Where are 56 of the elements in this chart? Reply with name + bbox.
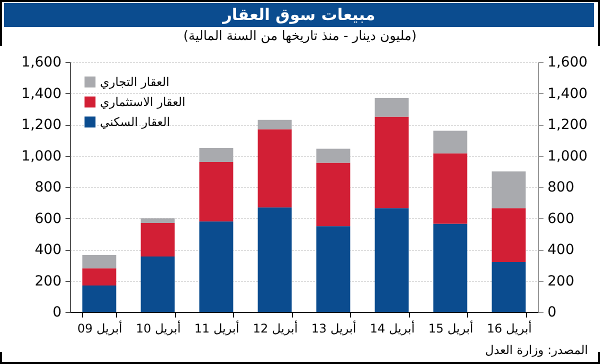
y-tick-label: 0 bbox=[52, 304, 62, 320]
bar bbox=[492, 262, 526, 312]
bar bbox=[140, 222, 175, 257]
y2-tick-label: 0 bbox=[548, 304, 556, 320]
y2-tick-label: 1,200 bbox=[548, 117, 588, 133]
x-tick-label: أبريل 16 bbox=[486, 320, 532, 336]
bar bbox=[82, 268, 116, 286]
text: المصدر: وزارة العدل bbox=[485, 343, 588, 357]
chart-subtitle: (مليون دينار - منذ تاريخها من السنة المالية) bbox=[182, 29, 418, 44]
bar bbox=[433, 224, 468, 312]
bar bbox=[374, 208, 409, 312]
chart-title: مبيعات سوق العقار bbox=[4, 3, 594, 27]
bar bbox=[433, 130, 468, 154]
bar bbox=[258, 207, 292, 312]
x-tick-label: أبريل 09 bbox=[77, 320, 122, 336]
y-tick-label: 800 bbox=[34, 180, 62, 196]
bar bbox=[140, 256, 175, 312]
bar bbox=[199, 162, 234, 222]
bar bbox=[374, 116, 409, 208]
bar bbox=[492, 208, 526, 262]
bar bbox=[140, 218, 175, 223]
y2-tick-label: 200 bbox=[548, 273, 574, 290]
x-tick-label: أبريل 10 bbox=[136, 320, 181, 336]
y2-tick-label: 800 bbox=[548, 180, 574, 196]
bar bbox=[258, 120, 292, 130]
bar bbox=[258, 129, 292, 208]
y2-tick-label: 1,400 bbox=[548, 86, 588, 102]
legend-label: العقار الاستثماري bbox=[100, 95, 186, 109]
bar bbox=[199, 221, 234, 312]
x-tick-label: أبريل 14 bbox=[370, 320, 415, 336]
bar bbox=[82, 254, 116, 268]
y-tick-label: 400 bbox=[34, 242, 62, 258]
y2-tick-label: 1,600 bbox=[548, 54, 588, 70]
legend-label: العقار السكني bbox=[100, 115, 170, 129]
y-tick-label: 1,200 bbox=[21, 117, 62, 133]
bar bbox=[492, 171, 526, 208]
bar bbox=[433, 153, 468, 224]
bar bbox=[316, 148, 350, 163]
x-tick-label: أبريل 13 bbox=[311, 320, 356, 336]
y2-tick-label: 1,000 bbox=[548, 148, 588, 164]
y2-tick-label: 400 bbox=[548, 242, 574, 258]
y-tick-label: 1,400 bbox=[21, 86, 62, 102]
bar bbox=[199, 148, 234, 162]
y-tick-label: 1,600 bbox=[21, 54, 62, 70]
y2-tick-label: 600 bbox=[548, 210, 574, 227]
bar bbox=[316, 162, 350, 226]
legend-label: العقار التجاري bbox=[100, 75, 170, 89]
x-tick-label: أبريل 11 bbox=[194, 320, 240, 336]
x-tick-label: أبريل 12 bbox=[252, 320, 298, 336]
y-tick-label: 600 bbox=[34, 210, 62, 227]
bar bbox=[374, 98, 409, 117]
bar bbox=[82, 285, 116, 312]
bar bbox=[316, 226, 350, 312]
y-tick-label: 1,000 bbox=[21, 148, 62, 164]
x-tick-label: أبريل 15 bbox=[428, 320, 474, 336]
y-tick-label: 200 bbox=[34, 273, 62, 290]
